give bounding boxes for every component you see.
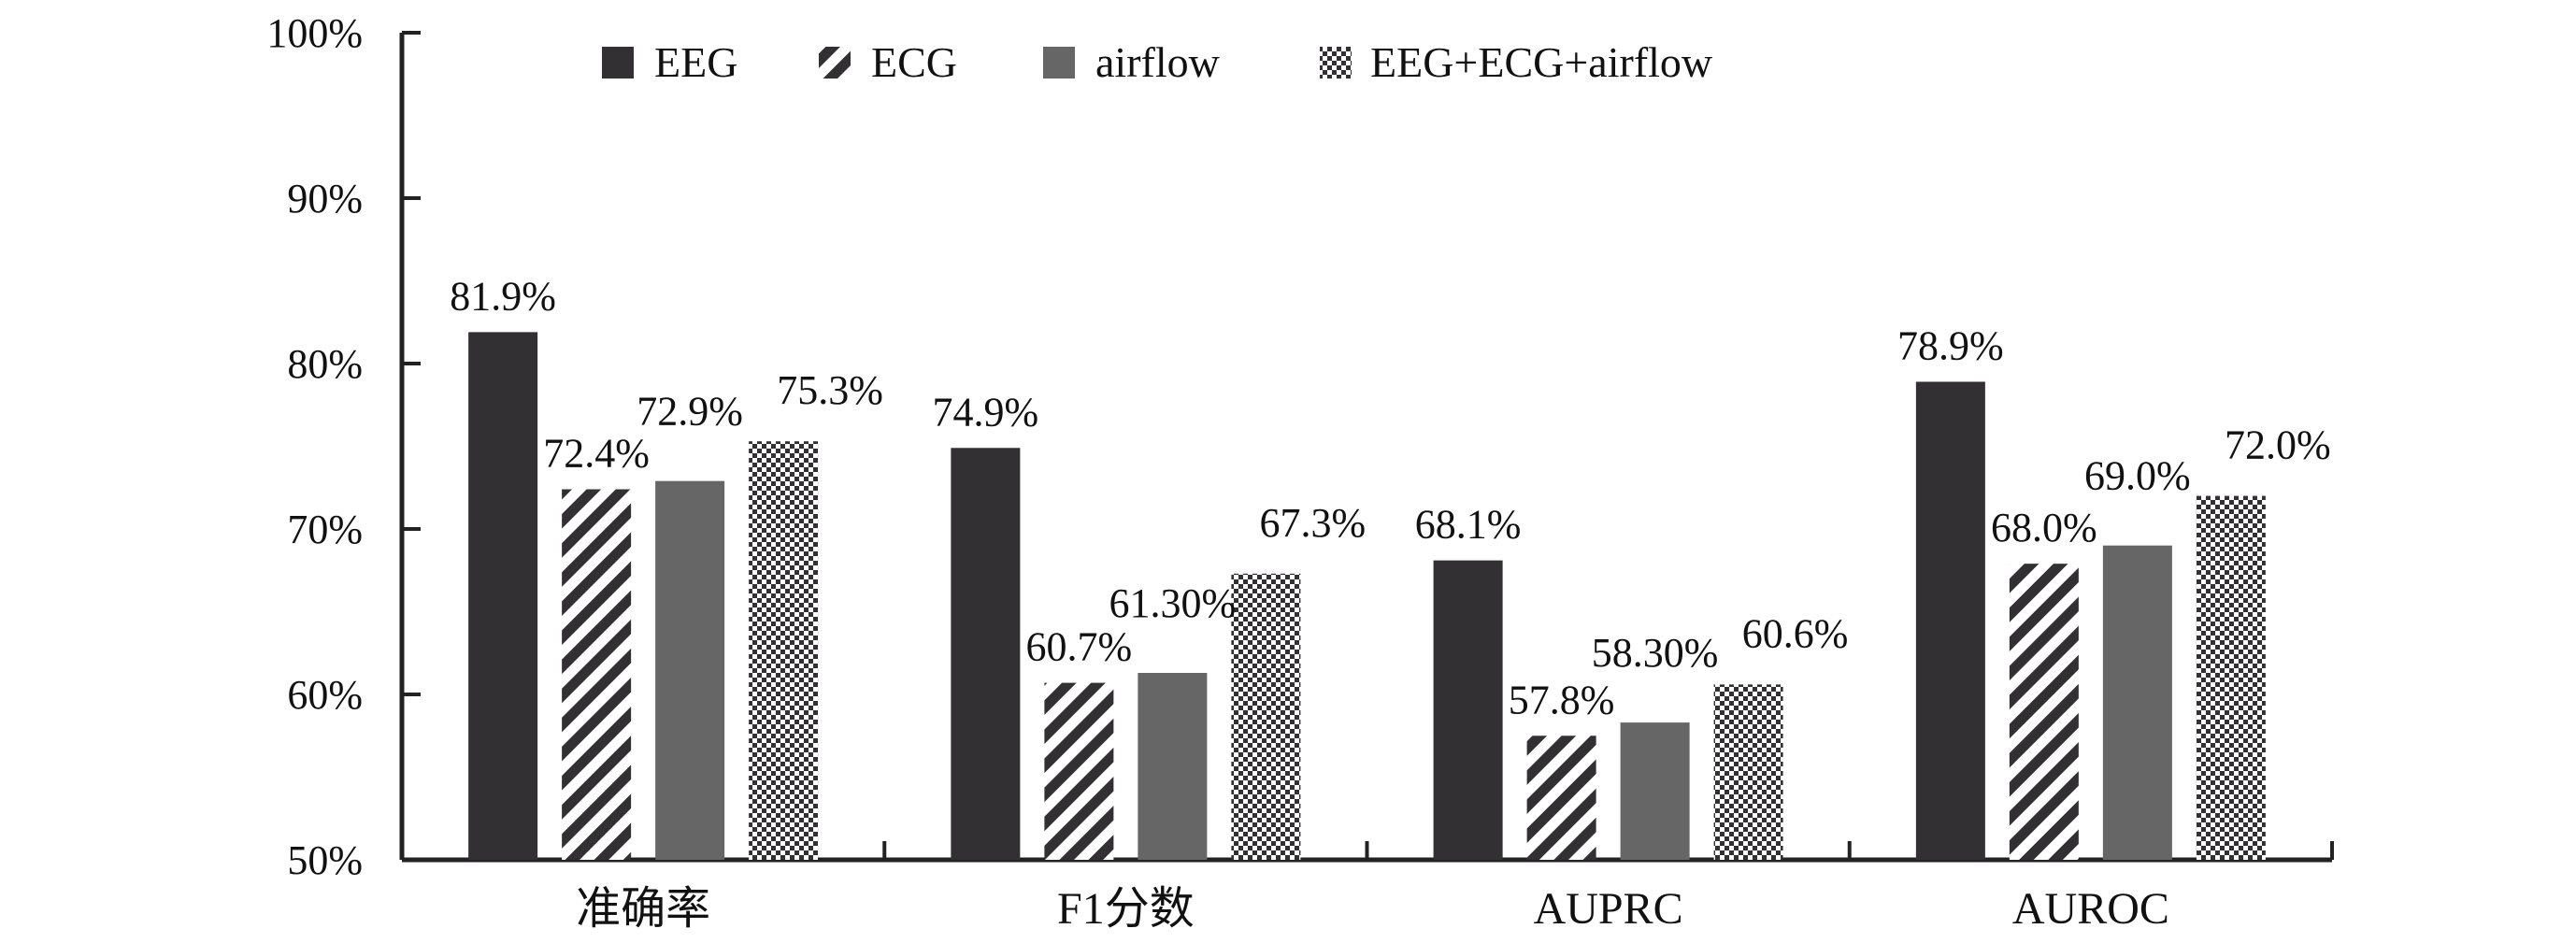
- bar: [1915, 381, 1985, 860]
- y-tick-label: 100%: [266, 10, 363, 56]
- legend-swatch: [602, 47, 634, 79]
- bar: [1433, 560, 1503, 860]
- data-label: 78.9%: [1897, 322, 2004, 368]
- bar: [1138, 672, 1208, 860]
- bar: [951, 448, 1021, 860]
- data-label: 67.3%: [1260, 500, 1367, 546]
- y-tick-label: 50%: [287, 837, 363, 883]
- bar: [2009, 564, 2079, 860]
- data-label: 68.1%: [1415, 502, 1522, 548]
- legend-swatch: [819, 47, 851, 79]
- x-category-label: 准确率: [576, 884, 710, 934]
- legend-label: EEG+ECG+airflow: [1370, 38, 1713, 86]
- data-label: 72.9%: [637, 389, 743, 435]
- data-label: 74.9%: [933, 389, 1039, 435]
- x-category-label: F1分数: [1057, 884, 1195, 934]
- bar: [1713, 684, 1783, 860]
- x-category-label: AUPRC: [1534, 884, 1683, 934]
- data-label: 69.0%: [2084, 453, 2191, 499]
- y-tick-label: 70%: [287, 507, 363, 552]
- legend: EEG ECG airflow EEG+ECG+airflow: [602, 38, 1713, 86]
- data-labels: 81.9% 72.4%72.9% 75.3% 74.9% 60.7%61.30% 67.3…: [450, 273, 2330, 722]
- data-label: 72.4%: [543, 431, 650, 477]
- data-label: 58.30%: [1592, 630, 1719, 676]
- data-label: 60.6%: [1742, 610, 1849, 656]
- data-label: 81.9%: [450, 273, 556, 319]
- x-category-label: AUROC: [2012, 884, 2169, 934]
- axes: 50% 60% 70% 80% 90% 100% 准确率 F1分数 AUPRC AUROC: [266, 10, 2334, 934]
- bar: [2196, 495, 2266, 860]
- y-tick-label: 60%: [287, 672, 363, 718]
- bar: [562, 489, 632, 860]
- bar: [1620, 722, 1690, 860]
- y-tick-label: 90%: [287, 176, 363, 221]
- y-tick-label: 80%: [287, 341, 363, 387]
- legend-label: EEG: [654, 38, 737, 86]
- legend-label: ECG: [871, 38, 957, 86]
- bar: [1231, 573, 1301, 860]
- legend-swatch: [1043, 47, 1075, 79]
- data-label: 57.8%: [1509, 677, 1615, 722]
- data-label: 61.30%: [1109, 580, 1237, 626]
- bars: [468, 332, 2266, 860]
- legend-swatch: [1320, 47, 1352, 79]
- bar: [1044, 682, 1114, 860]
- data-label: 75.3%: [777, 367, 883, 413]
- data-label: 68.0%: [1991, 505, 2097, 550]
- data-label: 60.7%: [1026, 624, 1133, 670]
- data-label: 72.0%: [2225, 422, 2331, 468]
- bar: [2102, 545, 2172, 860]
- bar: [655, 480, 725, 860]
- bar: [1526, 736, 1596, 860]
- bar: [468, 332, 538, 860]
- legend-label: airflow: [1095, 38, 1221, 86]
- bar: [749, 441, 819, 860]
